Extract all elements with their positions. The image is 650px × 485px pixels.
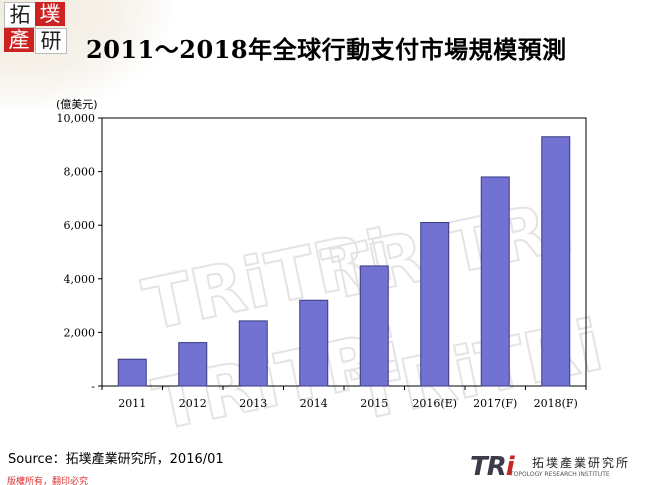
institute-name: 拓墣產業研究所 — [532, 456, 631, 470]
bar — [420, 222, 450, 387]
x-tick-label: 2017(F) — [473, 397, 517, 410]
chart-title: 2011～2018年全球行動支付市場規模預測 — [86, 35, 567, 64]
bar — [359, 265, 389, 387]
x-tick-label: 2014 — [300, 397, 328, 410]
x-tick-label: 2011 — [118, 397, 146, 410]
x-tick-label: 2016(E) — [412, 397, 457, 410]
tri-mark: TRi — [470, 452, 515, 482]
logo-char-3: 產 — [4, 28, 34, 52]
x-tick-label: 2018(F) — [534, 397, 578, 410]
bar — [299, 299, 329, 387]
plot-area-frame — [101, 117, 587, 387]
x-tick-label: 2013 — [239, 397, 267, 410]
bar — [238, 320, 268, 387]
y-axis-unit-label: (億美元) — [56, 98, 98, 111]
x-tick-label: 2015 — [360, 397, 388, 410]
y-tick-label: 10,000 — [57, 112, 96, 125]
source-note: Source：拓墣產業研究所，2016/01 — [8, 452, 224, 467]
logo-char-1: 拓 — [4, 2, 36, 28]
bar — [480, 176, 510, 387]
y-tick-label: 4,000 — [64, 273, 96, 286]
topology-logo: 拓 墣 產 研 — [4, 2, 67, 54]
footer-logo: TRi 拓墣產業研究所 TOPOLOGY RESEARCH INSTITUTE — [470, 452, 645, 482]
y-tick-label: - — [91, 380, 95, 393]
y-tick-label: 2,000 — [64, 326, 96, 339]
logo-char-2: 墣 — [35, 2, 65, 26]
logo-char-4: 研 — [35, 28, 67, 54]
bar — [541, 136, 571, 387]
y-tick-label: 8,000 — [64, 166, 96, 179]
x-tick-label: 2012 — [179, 397, 207, 410]
copyright-note: 版權所有，翻印必究 — [7, 477, 89, 485]
bar — [117, 358, 147, 387]
institute-english-name: TOPOLOGY RESEARCH INSTITUTE — [510, 471, 610, 478]
bar — [178, 342, 208, 387]
y-tick-label: 6,000 — [64, 219, 96, 232]
